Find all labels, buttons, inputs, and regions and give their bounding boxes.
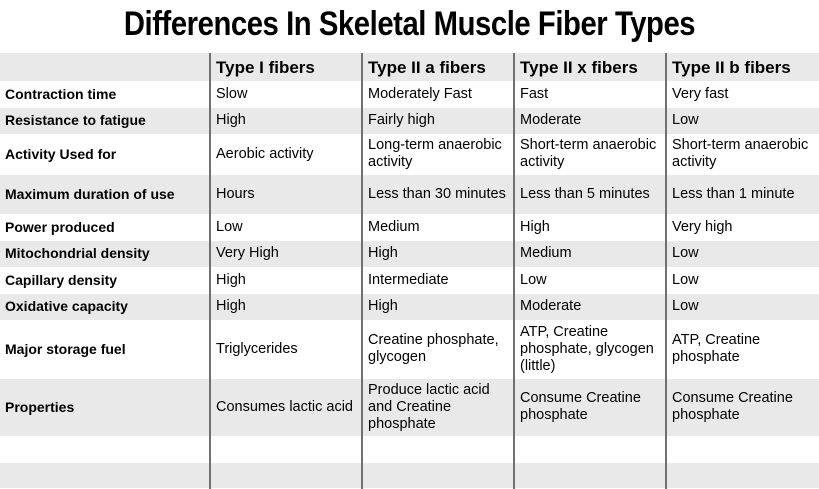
table-cell: Medium [361,214,514,240]
table-row [0,436,819,462]
table-cell: Low [665,107,819,134]
table-cell: Slow [209,81,362,107]
row-label: Mitochondrial density [5,245,150,261]
table-cell [665,462,819,488]
table-cell: High [209,107,362,134]
table-cell: Moderate [513,107,666,134]
table-row: Resistance to fatigue High Fairly high Mode… [0,107,819,134]
table-cell: Aerobic activity [209,134,362,174]
table-cell: Short-term anaerobic activity [665,134,819,174]
table-cell: Consumes lactic acid [209,378,362,436]
table-row: Activity Used for Aerobic activity Long-te… [0,134,819,174]
row-label: Major storage fuel [5,340,126,357]
fiber-types-table: Type I fibers Type II a fibers Type II x… [0,53,819,489]
table-cell: ATP, Creatine phosphate [665,320,819,378]
table-cell [513,436,666,462]
table-cell [665,436,819,462]
table-header-row: Type I fibers Type II a fibers Type II x… [0,53,819,81]
table-cell: Very fast [665,81,819,107]
table-cell: Less than 30 minutes [361,174,514,214]
table-cell: Consume Creatine phosphate [665,378,819,436]
table-cell: Very High [209,240,362,267]
header-cell [0,53,210,81]
table-cell: Less than 1 minute [665,174,819,214]
table-row: Mitochondrial density Very High High Medium… [0,240,819,267]
table-cell: High [209,293,362,320]
header-cell: Type II x fibers [513,53,666,81]
table-cell: ATP, Creatine phosphate, glycogen (littl… [513,320,666,378]
header-cell: Type I fibers [209,53,362,81]
table-row: Capillary density High Intermediate Low Low [0,267,819,293]
row-label: Capillary density [5,271,118,288]
table-cell: Low [665,267,819,293]
table-cell [361,462,514,488]
table-cell [209,436,362,462]
table-cell: Low [665,293,819,320]
table-cell: Long-term anaerobic activity [361,134,514,174]
row-label: Resistance to fatigue [5,112,146,128]
table-cell: Moderate [513,293,666,320]
table-cell: Intermediate [361,267,514,293]
page-title: Differences In Skeletal Muscle Fiber Typ… [123,5,696,43]
table-cell: High [513,214,666,240]
table-row: Properties Consumes lactic acid Produce la… [0,378,819,436]
row-label: Activity Used for [5,145,117,162]
row-label: Maximum duration of use [5,185,175,202]
table-cell: High [209,267,362,293]
table-cell: High [361,240,514,267]
table-cell: Produce lactic acid and Creatine phospha… [361,378,514,436]
table-cell: Consume Creatine phosphate [513,378,666,436]
table-row [0,462,819,488]
table-row: Major storage fuel Triglycerides Creatine … [0,320,819,378]
table-cell: Creatine phosphate, glycogen [361,320,514,378]
table-cell [209,462,362,488]
row-label: Contraction time [5,85,117,102]
table-row: Power produced Low Medium High Very high [0,214,819,240]
row-label: Properties [5,398,75,415]
table-cell: Low [209,214,362,240]
table-cell: Hours [209,174,362,214]
table-cell: Triglycerides [209,320,362,378]
table-cell [361,436,514,462]
header-cell: Type II b fibers [665,53,819,81]
table-cell: Moderately Fast [361,81,514,107]
table-row: Maximum duration of use Hours Less than 30… [0,174,819,214]
row-label: Power produced [5,218,115,235]
table-cell: Low [513,267,666,293]
row-label [0,462,210,488]
table-cell: High [361,293,514,320]
table-cell: Fast [513,81,666,107]
table-cell: Short-term anaerobic activity [513,134,666,174]
table-cell: Fairly high [361,107,514,134]
table-cell: Less than 5 minutes [513,174,666,214]
table-row: Oxidative capacity High High Moderate Low [0,293,819,320]
row-label [0,436,210,462]
table-cell: Low [665,240,819,267]
table-cell: Very high [665,214,819,240]
table-cell: Medium [513,240,666,267]
header-cell: Type II a fibers [361,53,514,81]
table-row: Contraction time Slow Moderately Fast Fast V… [0,81,819,107]
row-label: Oxidative capacity [5,298,128,314]
table-cell [513,462,666,488]
